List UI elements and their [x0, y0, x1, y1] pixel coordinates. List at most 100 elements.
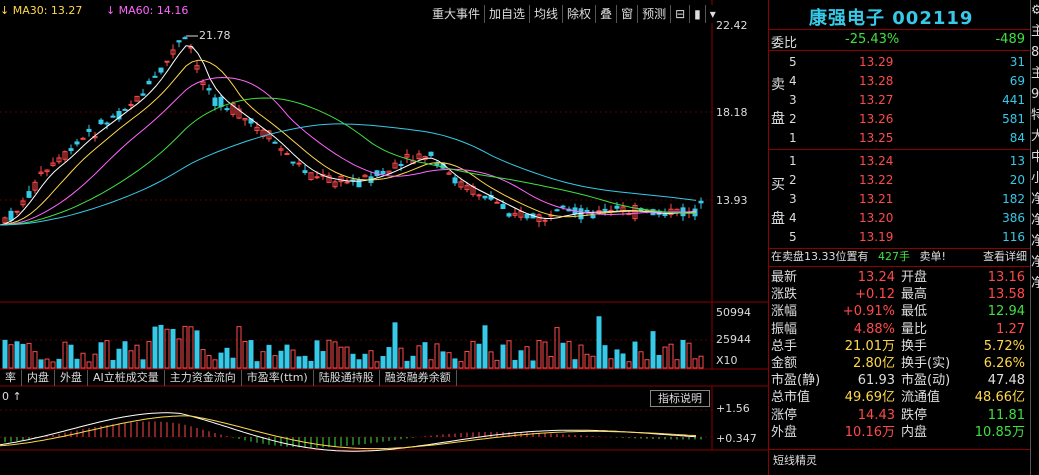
tab-northbound[interactable]: 陆股通持股 [314, 370, 380, 386]
buy-row[interactable]: 5 13.19 116 [769, 228, 1031, 246]
volume-bar [44, 358, 50, 369]
buy-row[interactable]: 4 13.20 386 [769, 209, 1031, 227]
volume-bar [500, 344, 506, 369]
edge-glyph: 91 [1031, 87, 1039, 102]
volume-bar [56, 358, 62, 369]
sell-row[interactable]: 1 13.25 84 [769, 129, 1031, 147]
sell-note-detail-link[interactable]: 查看详细 [983, 250, 1027, 263]
kline-chart-area[interactable]: ↓ MA30: 13.27 ↓ MA60: 14.16 21.78 重大事件 加… [0, 0, 768, 475]
ex-rights-button[interactable]: 除权 [563, 5, 597, 23]
buy-row[interactable]: 3 13.21 182 [769, 190, 1031, 208]
candle-body [110, 115, 116, 118]
sell-row[interactable]: 3 13.27 441 [769, 91, 1031, 109]
candle-body [500, 203, 506, 210]
quote-row: 最新 13.24 开盘 13.16 [769, 269, 1031, 286]
buy-side-label-1: 买 [771, 177, 785, 193]
volume-bar [554, 327, 560, 369]
indicator-note-button[interactable]: 指标说明 [650, 390, 710, 407]
quote-row: 总手 21.01万 换手 5.72% [769, 338, 1031, 355]
edge-glyph: 净 [1031, 252, 1039, 273]
volume-bar [308, 360, 314, 369]
tab-short-line[interactable]: 短线精灵 [773, 454, 817, 467]
volume-bar [2, 339, 8, 369]
tab-outer[interactable]: 外盘 [55, 370, 88, 386]
tab-margin[interactable]: 融资融券余额 [380, 370, 457, 386]
add-watchlist-button[interactable]: 加自选 [485, 5, 531, 23]
tab-ai-volume[interactable]: AI立桩成交量 [88, 370, 165, 386]
quote-key: 市盈(静) [771, 373, 821, 389]
quote-value: 6.26% [983, 356, 1025, 371]
volume-bar [596, 316, 602, 369]
ma-button[interactable]: 均线 [530, 5, 564, 23]
candle-body [464, 185, 470, 191]
indicator-tabs: 率 内盘 外盘 AI立桩成交量 主力资金流向 市盈率(ttm) 陆股通持股 融资… [0, 370, 457, 386]
tab-inner[interactable]: 内盘 [22, 370, 55, 386]
edge-glyph: 净 [1031, 210, 1039, 231]
quote-value: 10.16万 [844, 424, 895, 440]
candle-body [14, 210, 20, 213]
forecast-button[interactable]: 预测 [638, 5, 672, 23]
candle-body [302, 170, 308, 174]
sell-row[interactable]: 2 13.26 581 [769, 110, 1031, 128]
major-events-button[interactable]: 重大事件 [428, 5, 486, 23]
sell-level: 4 [789, 74, 797, 88]
candle-body [50, 162, 56, 166]
quote-key: 涨幅 [771, 304, 798, 320]
buy-row[interactable]: 1 13.24 13 [769, 152, 1031, 170]
quote-row: 总市值 49.69亿 流通值 48.66亿 [769, 389, 1031, 406]
peak-price-label: 21.78 [199, 29, 231, 42]
dropdown-icon[interactable]: ▾ [709, 7, 716, 21]
volume-bar [410, 355, 416, 369]
ma30-label: ↓ MA30: 13.27 [0, 4, 83, 17]
candle-body [326, 175, 332, 183]
quote-row: 外盘 10.16万 内盘 10.85万 [769, 424, 1031, 441]
tab-ratio[interactable]: 率 [0, 370, 22, 386]
sell-qty: 31 [1009, 55, 1025, 69]
candle-body [32, 181, 38, 191]
tab-capital-flow[interactable]: 主力资金流向 [165, 370, 242, 386]
volume-bar [92, 353, 98, 369]
edge-glyph: 大 [1031, 126, 1039, 147]
volume-bar [572, 359, 578, 369]
volume-bar [212, 359, 218, 369]
candle-body [236, 108, 242, 119]
volume-bar [254, 361, 260, 369]
ma-legend: ↓ MA30: 13.27 ↓ MA60: 14.16 [0, 4, 208, 17]
edge-glyph: 主 [1031, 21, 1039, 42]
sell-row[interactable]: 4 13.28 69 [769, 72, 1031, 90]
ma60-label: ↓ MA60: 14.16 [105, 4, 189, 17]
candle-body [62, 151, 68, 160]
quote-value: 49.69亿 [844, 390, 895, 406]
sell-price: 13.25 [859, 131, 894, 145]
candle-body [164, 60, 170, 63]
bar-icon[interactable]: ▮ [690, 5, 706, 23]
sell-price: 13.28 [859, 74, 894, 88]
volume-bar [608, 358, 614, 369]
candle-body [404, 153, 410, 158]
quote-value: +0.91% [842, 304, 895, 320]
order-ratio-pct: -25.43% [845, 32, 900, 47]
buy-row[interactable]: 2 13.22 20 [769, 171, 1031, 189]
candle-body [20, 200, 26, 206]
volume-bar [8, 344, 14, 369]
volume-bar [86, 361, 92, 369]
tab-pe-ttm[interactable]: 市盈率(ttm) [242, 370, 314, 386]
volume-bar [620, 353, 626, 369]
candle-body [278, 148, 284, 151]
quote-key: 外盘 [771, 424, 798, 440]
volume-bar [470, 340, 476, 369]
volume-bar [272, 355, 278, 369]
volume-bar [350, 353, 356, 369]
volume-bar [164, 328, 170, 369]
volume-axis-mid: 25944 [716, 333, 751, 346]
edge-glyph: 净 [1031, 189, 1039, 210]
layout-icon[interactable]: ⊟ [671, 5, 691, 23]
volume-bar [590, 355, 596, 369]
buy-qty: 386 [1002, 211, 1025, 225]
window-button[interactable]: 窗 [617, 5, 639, 23]
overlay-button[interactable]: 叠 [596, 5, 618, 23]
kline-canvas[interactable] [0, 0, 768, 475]
sell-row[interactable]: 5 13.29 31 [769, 53, 1031, 71]
candle-body [398, 163, 404, 166]
candle-body [158, 67, 164, 73]
